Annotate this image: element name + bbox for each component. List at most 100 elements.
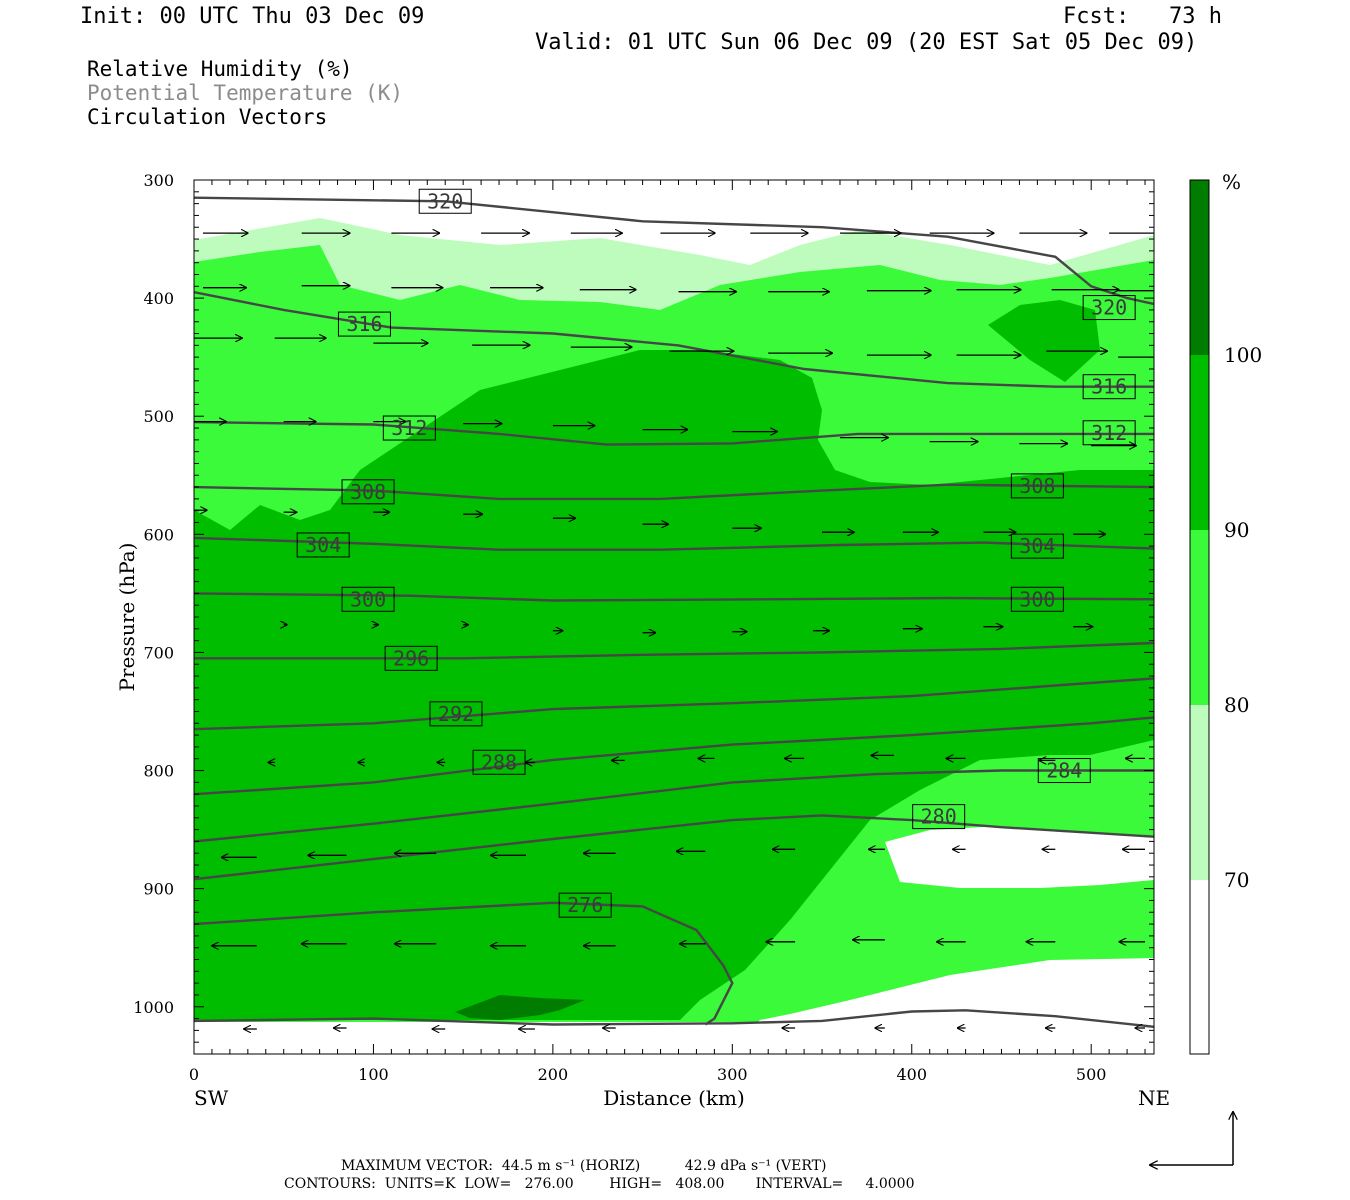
contour-label-box: [1010, 533, 1064, 559]
contour-label-box: [296, 532, 350, 558]
contour-label: 320: [427, 189, 463, 213]
colorbar: % 100 90 80 70: [1189, 170, 1262, 1055]
contour-label: 304: [1019, 534, 1055, 558]
reference-vector-icon: [1150, 1112, 1233, 1165]
contour-label-box: [1010, 473, 1064, 499]
rh-fill-layer: [194, 180, 1154, 1054]
theta-contour-line: [194, 641, 1154, 660]
colorbar-90: [1190, 355, 1209, 530]
contour-label-box: [1082, 420, 1136, 446]
contour-label-box: [429, 701, 483, 727]
contour-label-box: [1037, 758, 1091, 784]
contour-label: 292: [438, 702, 474, 726]
theta-contour-line: [194, 592, 1154, 602]
contour-label-box: [382, 415, 436, 441]
y-tick-label: 900: [143, 880, 174, 899]
theta-contours: [194, 196, 1154, 1028]
contours-note: CONTOURS: UNITS=K LOW= 276.00 HIGH= 408.…: [284, 1176, 915, 1192]
valid-time: Valid: 01 UTC Sun 06 Dec 09 (20 EST Sat …: [535, 30, 1198, 55]
colorbar-frame: [1189, 179, 1210, 1055]
y-tick-label: 300: [143, 171, 174, 190]
theta-contour-line: [194, 196, 1154, 306]
theta-contour-line: [194, 291, 1154, 388]
x-axis-label: Distance (km): [603, 1086, 745, 1110]
max-vector-note: MAXIMUM VECTOR: 44.5 m s⁻¹ (HORIZ) 42.9 …: [341, 1158, 827, 1174]
theta-contour-line: [194, 901, 734, 1026]
contour-label: 312: [1091, 421, 1127, 445]
sw-end-label: SW: [194, 1086, 229, 1110]
theta-contour-line: [194, 716, 1154, 796]
x-tick-label: 0: [189, 1065, 199, 1084]
x-tick-label: 400: [896, 1065, 927, 1084]
colorbar-unit: %: [1222, 170, 1241, 194]
contour-label-box: [341, 586, 395, 612]
legend-theta: Potential Temperature (K): [87, 81, 404, 105]
contour-label-box: [341, 479, 395, 505]
ne-end-label: NE: [1138, 1086, 1170, 1110]
contour-label-box: [912, 804, 966, 830]
contour-label: 308: [1019, 474, 1055, 498]
y-tick-labels: 300 400 500 600 700 800 900 1000: [133, 171, 174, 1017]
contour-label: 276: [567, 893, 603, 917]
colorbar-tick-90: 90: [1224, 518, 1249, 542]
x-tick-label: 100: [358, 1065, 389, 1084]
colorbar-80: [1190, 530, 1209, 705]
contour-label: 320: [1091, 296, 1127, 320]
theta-contour-line: [194, 536, 1154, 551]
contour-label: 316: [1091, 375, 1127, 399]
y-axis-label: Pressure (hPa): [115, 543, 139, 692]
contour-labels: 320 320 316 316 312 312 308 308 304 304 300 300 296 2…: [296, 188, 1136, 918]
theta-contour-line: [194, 483, 1154, 501]
contour-label: 316: [346, 312, 382, 336]
contour-label-box: [1082, 295, 1136, 321]
theta-contour-line: [194, 814, 1154, 881]
contour-label: 312: [391, 416, 427, 440]
colorbar-tick-100: 100: [1224, 343, 1262, 367]
contour-label-box: [384, 645, 438, 671]
theta-contour-line: [194, 769, 1154, 843]
theta-contour-line: [194, 420, 1154, 446]
x-tick-label: 200: [538, 1065, 569, 1084]
contour-label-box: [1082, 374, 1136, 400]
colorbar-tick-70: 70: [1224, 868, 1249, 892]
colorbar-below: [1190, 880, 1209, 1054]
contour-label: 304: [305, 533, 341, 557]
axis-ticks: [193, 179, 1154, 1055]
below-ground: [194, 1022, 1154, 1054]
y-tick-label: 400: [143, 289, 174, 308]
rh-band-100-upper: [988, 300, 1100, 382]
contour-label: 300: [350, 587, 386, 611]
x-tick-label: 500: [1076, 1065, 1107, 1084]
contour-label: 284: [1046, 759, 1082, 783]
x-tick-label: 300: [717, 1065, 748, 1084]
contour-label: 300: [1019, 587, 1055, 611]
y-tick-label: 800: [143, 762, 174, 781]
contour-label-box: [337, 311, 391, 337]
colorbar-70: [1190, 705, 1209, 880]
colorbar-100: [1190, 180, 1209, 355]
circulation-vectors: [194, 233, 1154, 1029]
contour-label: 296: [393, 646, 429, 670]
init-time: Init: 00 UTC Thu 03 Dec 09: [80, 4, 425, 29]
contour-label-box: [418, 188, 472, 214]
legend-rh: Relative Humidity (%): [87, 57, 353, 81]
contour-label-box: [1010, 586, 1064, 612]
theta-contour-line: [194, 1009, 1154, 1028]
contour-label-box: [472, 749, 526, 775]
legend-vectors: Circulation Vectors: [87, 105, 328, 129]
y-tick-label: 500: [143, 407, 174, 426]
y-tick-label: 1000: [133, 998, 174, 1017]
forecast-hour: Fcst: 73 h: [1063, 4, 1222, 29]
contour-label: 308: [350, 480, 386, 504]
rh-gap-lower: [885, 826, 1154, 888]
colorbar-tick-80: 80: [1224, 693, 1249, 717]
y-tick-label: 700: [143, 643, 174, 662]
contour-label: 280: [921, 805, 957, 829]
theta-contour-line: [194, 677, 1154, 731]
y-tick-label: 600: [143, 525, 174, 544]
rh-band-100: [455, 995, 585, 1020]
x-tick-labels: 0 100 200 300 400 500: [189, 1065, 1107, 1084]
contour-label: 288: [481, 750, 517, 774]
contour-label-box: [558, 892, 612, 918]
